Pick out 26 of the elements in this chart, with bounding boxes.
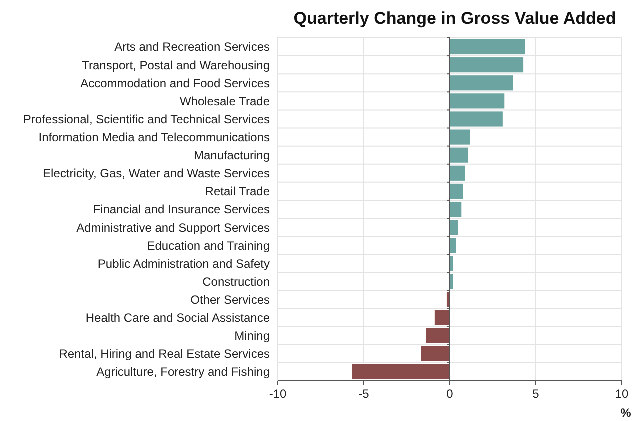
y-tick-label: Information Media and Telecommunications bbox=[38, 130, 270, 144]
y-tick-label: Arts and Recreation Services bbox=[114, 40, 270, 54]
x-tick-label: -5 bbox=[358, 387, 370, 401]
x-tick-label: 10 bbox=[615, 387, 629, 401]
x-tick-label: 0 bbox=[446, 387, 454, 401]
y-tick-label: Health Care and Social Assistance bbox=[86, 311, 270, 326]
x-axis-title: % bbox=[620, 406, 632, 420]
x-tick-label: 5 bbox=[532, 387, 540, 401]
y-tick-label: Manufacturing bbox=[194, 148, 270, 163]
chart-title: Quarterly Change in Gross Value Added bbox=[294, 9, 616, 28]
y-tick-label: Agriculture, Forestry and Fishing bbox=[96, 365, 270, 380]
y-tick-label: Other Services bbox=[190, 292, 270, 307]
y-tick-label: Mining bbox=[234, 329, 270, 344]
y-tick-label: Transport, Postal and Warehousing bbox=[82, 58, 270, 72]
y-tick-label: Financial and Insurance Services bbox=[93, 202, 270, 217]
y-tick-label: Accommodation and Food Services bbox=[80, 76, 270, 90]
y-tick-label: Education and Training bbox=[147, 238, 270, 253]
x-tick-label: -10 bbox=[269, 387, 287, 401]
y-tick-label: Rental, Hiring and Real Estate Services bbox=[59, 347, 270, 362]
y-tick-label: Public Administration and Safety bbox=[98, 256, 270, 271]
y-tick-label: Wholesale Trade bbox=[180, 94, 270, 108]
y-tick-label: Construction bbox=[202, 274, 270, 289]
y-tick-label: Electricity, Gas, Water and Waste Services bbox=[43, 166, 270, 181]
y-tick-label: Administrative and Support Services bbox=[76, 220, 270, 235]
y-tick-label: Retail Trade bbox=[205, 184, 270, 199]
y-tick-label: Professional, Scientific and Technical Services bbox=[23, 112, 270, 126]
